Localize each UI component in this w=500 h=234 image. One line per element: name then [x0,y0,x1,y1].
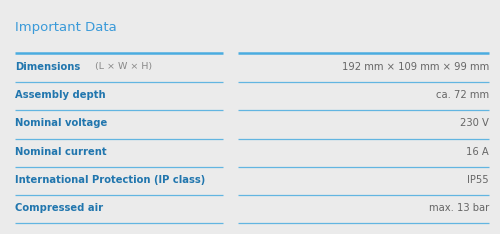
Text: 16 A: 16 A [466,147,489,157]
Text: Compressed air: Compressed air [15,203,103,213]
Text: Dimensions (L × W × H): Dimensions (L × W × H) [15,62,149,72]
Text: International Protection (IP class): International Protection (IP class) [15,175,206,185]
Text: Assembly depth: Assembly depth [15,90,106,100]
Text: Important Data: Important Data [15,21,117,34]
Text: Dimensions: Dimensions [15,62,80,72]
Text: ca. 72 mm: ca. 72 mm [436,90,489,100]
Text: 192 mm × 109 mm × 99 mm: 192 mm × 109 mm × 99 mm [342,62,489,72]
Text: (L × W × H): (L × W × H) [92,62,152,71]
Text: IP55: IP55 [468,175,489,185]
Text: 230 V: 230 V [460,118,489,128]
Text: Nominal current: Nominal current [15,147,106,157]
Text: Nominal voltage: Nominal voltage [15,118,107,128]
Text: max. 13 bar: max. 13 bar [429,203,489,213]
